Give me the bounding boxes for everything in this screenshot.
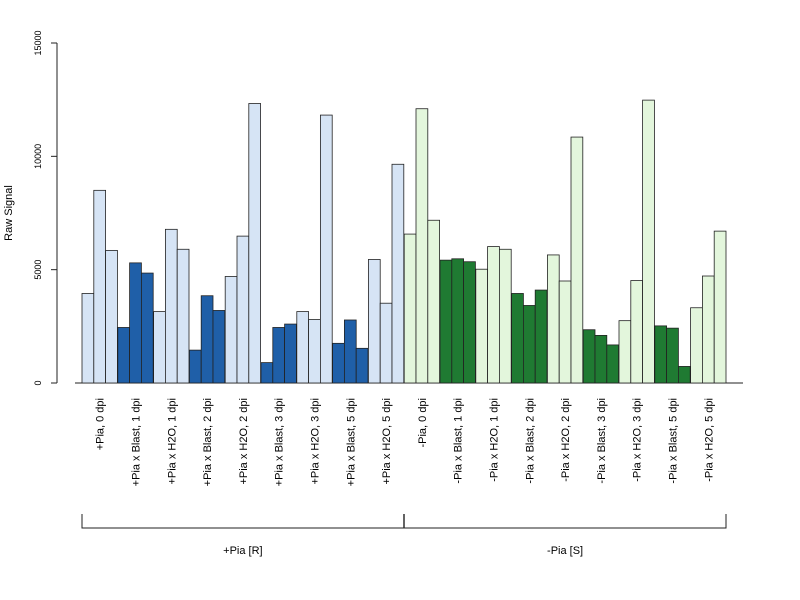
group-bracket [81, 514, 405, 529]
bar [451, 258, 464, 384]
group-label: -Pia [S] [547, 545, 583, 557]
y-tick-label: 0 [33, 380, 43, 385]
bar [236, 235, 250, 384]
category-label: -Pia x Blast, 3 dpi [596, 398, 608, 484]
bar [487, 246, 500, 384]
category-labels: +Pia, 0 dpi +Pia x Blast, 1 dpi +Pia x H2O… [95, 398, 716, 486]
bar [319, 114, 333, 384]
bar [690, 307, 703, 384]
bar [511, 293, 524, 384]
group-bracket [403, 514, 727, 529]
category-label: +Pia x H2O, 1 dpi [166, 398, 178, 485]
bar [642, 99, 655, 384]
y-axis: 0 5000 10000 15000 [33, 30, 58, 386]
bar [534, 289, 548, 384]
category-label: -Pia x Blast, 5 dpi [668, 398, 680, 484]
bar [618, 320, 632, 384]
category-label: +Pia x Blast, 3 dpi [274, 398, 286, 486]
category-label: +Pia x Blast, 2 dpi [202, 398, 214, 486]
bar [343, 319, 357, 384]
bar [702, 275, 715, 384]
category-label: +Pia, 0 dpi [95, 398, 107, 450]
bar [117, 327, 131, 384]
category-label: -Pia x H2O, 1 dpi [489, 398, 501, 482]
group-brackets: +Pia [R] -Pia [S] [81, 514, 727, 557]
category-label: -Pia x H2O, 3 dpi [632, 398, 644, 482]
bar [272, 327, 285, 384]
category-label: +Pia x Blast, 1 dpi [131, 398, 143, 486]
bar [439, 259, 453, 384]
bar [284, 323, 297, 384]
bar [296, 311, 309, 384]
bar [654, 325, 667, 384]
bar [523, 305, 536, 384]
bar [367, 259, 381, 384]
bar [81, 293, 95, 384]
bar [498, 248, 512, 384]
bar [212, 310, 226, 384]
bar [93, 189, 107, 384]
group-label: +Pia [R] [223, 545, 262, 557]
bar [427, 219, 440, 384]
bar [332, 342, 345, 384]
bar [355, 347, 369, 384]
category-label: -Pia, 0 dpi [417, 398, 429, 448]
bar [188, 349, 202, 384]
bar [224, 276, 238, 384]
category-label: -Pia x H2O, 5 dpi [703, 398, 715, 482]
y-axis-title: Raw Signal [3, 185, 15, 241]
category-label: +Pia x H2O, 3 dpi [310, 398, 322, 485]
y-tick-label: 5000 [33, 260, 43, 280]
bar [666, 327, 679, 384]
y-tick-label: 10000 [33, 144, 43, 169]
bar [630, 280, 643, 384]
bar [153, 311, 166, 384]
bar [129, 262, 142, 384]
bar [140, 272, 154, 384]
bar [606, 344, 619, 384]
bar [594, 334, 608, 384]
category-label: -Pia x Blast, 2 dpi [524, 398, 536, 484]
bar [260, 362, 274, 384]
bar [678, 366, 691, 384]
bar [248, 103, 262, 384]
category-label: +Pia x H2O, 2 dpi [238, 398, 250, 485]
bar [176, 248, 190, 384]
bar [570, 136, 584, 384]
category-label: +Pia x H2O, 5 dpi [381, 398, 393, 485]
bar [403, 233, 417, 384]
bar [308, 319, 321, 384]
bar [547, 254, 560, 384]
bar [713, 230, 727, 384]
bar [475, 268, 488, 384]
bar [463, 261, 476, 384]
bar [391, 163, 405, 384]
bar [379, 302, 393, 384]
bars-layer [81, 99, 727, 384]
bar [582, 329, 596, 384]
bar [415, 108, 429, 384]
y-tick-label: 15000 [33, 30, 43, 55]
bar [558, 280, 572, 384]
bar [105, 249, 118, 384]
bar [164, 228, 178, 384]
category-label: -Pia x Blast, 1 dpi [453, 398, 465, 484]
category-label: +Pia x Blast, 5 dpi [345, 398, 357, 486]
category-label: -Pia x H2O, 2 dpi [560, 398, 572, 482]
bar [200, 295, 214, 384]
